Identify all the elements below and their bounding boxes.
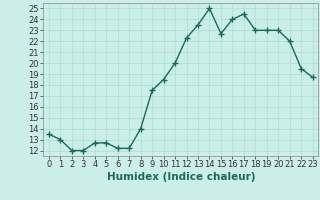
X-axis label: Humidex (Indice chaleur): Humidex (Indice chaleur)	[107, 172, 255, 182]
